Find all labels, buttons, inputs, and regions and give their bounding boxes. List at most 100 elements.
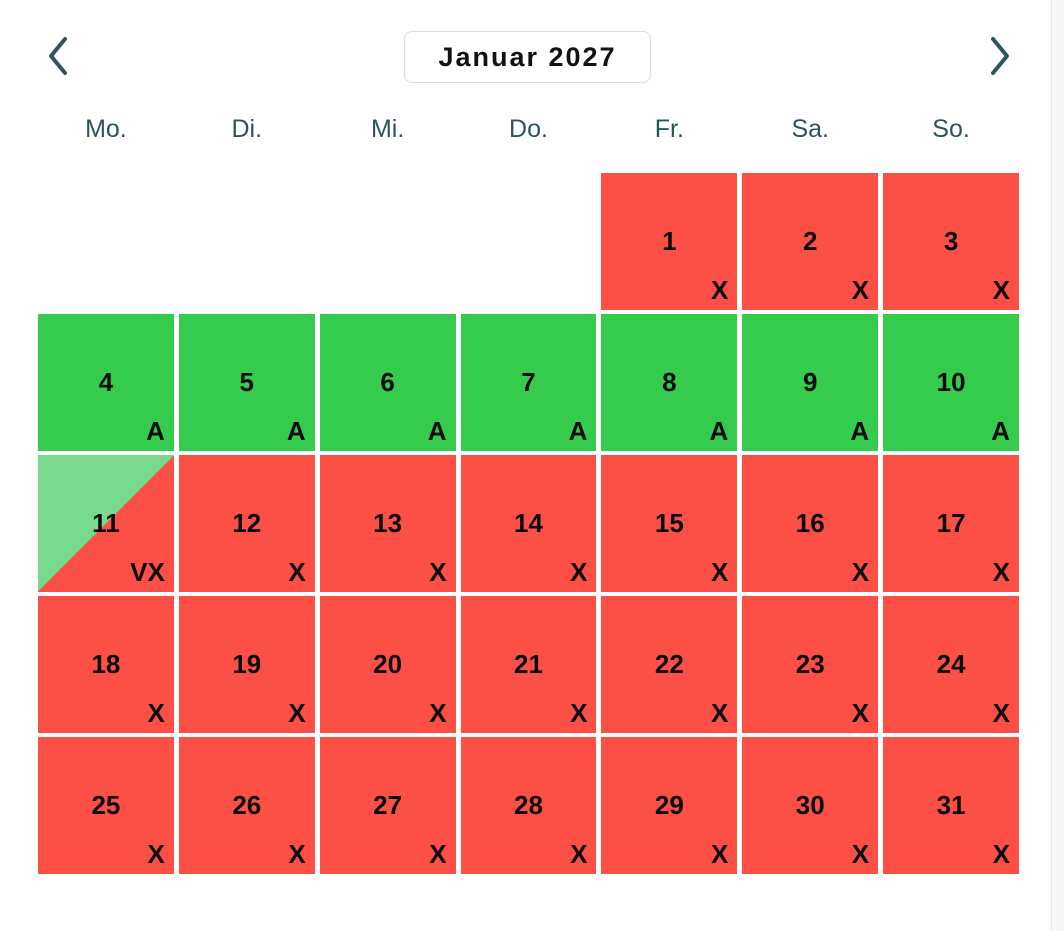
prev-month-button[interactable] — [36, 30, 80, 82]
day-number: 15 — [654, 508, 684, 538]
day-number: 14 — [514, 508, 543, 538]
day-cell-28[interactable]: 28 X — [460, 737, 597, 874]
day-number: 5 — [239, 367, 254, 397]
day-code: X — [992, 275, 1010, 305]
day-cell-15[interactable]: 15 X — [601, 455, 738, 592]
day-cell-29[interactable]: 29 X — [601, 737, 738, 874]
day-number: 11 — [92, 508, 120, 538]
chevron-right-icon — [991, 37, 1009, 75]
weekday-label-sa: Sa. — [791, 115, 829, 143]
weekday-label-mi: Mi. — [370, 115, 405, 143]
day-cell-12[interactable]: 12 X — [178, 455, 315, 592]
day-cell-13[interactable]: 13 X — [319, 455, 456, 592]
day-code: A — [146, 416, 165, 446]
day-code: X — [851, 557, 870, 587]
month-title: Januar 2027 — [438, 41, 617, 72]
day-code: X — [992, 557, 1010, 587]
day-cell-22[interactable]: 22 X — [601, 596, 738, 733]
day-number: 9 — [802, 367, 818, 397]
day-code: X — [710, 698, 729, 728]
day-number: 29 — [654, 790, 684, 820]
day-code: A — [568, 416, 588, 446]
day-code: X — [147, 839, 165, 869]
day-number: 7 — [521, 367, 536, 397]
day-number: 27 — [373, 790, 403, 820]
day-cell-17[interactable]: 17 X — [883, 455, 1019, 592]
day-code: X — [570, 557, 588, 587]
weekday-label-mo: Mo. — [85, 115, 127, 143]
day-number: 24 — [936, 649, 966, 679]
day-code: X — [710, 839, 729, 869]
day-cell-18[interactable]: 18 X — [38, 596, 174, 733]
chevron-left-icon — [49, 37, 67, 75]
day-cell-20[interactable]: 20 X — [319, 596, 456, 733]
day-number: 6 — [380, 367, 395, 397]
day-code: X — [851, 839, 870, 869]
weekday-header-row: Mo. Di. Mi. Do. Fr. Sa. So. — [38, 112, 1019, 146]
day-code: X — [429, 557, 447, 587]
day-number: 26 — [232, 790, 262, 820]
day-code: A — [709, 416, 729, 446]
day-cell-14[interactable]: 14 X — [460, 455, 597, 592]
day-code: VX — [130, 557, 165, 587]
day-code: A — [850, 416, 870, 446]
day-number: 8 — [662, 367, 677, 397]
day-cell-25[interactable]: 25 X — [38, 737, 174, 874]
day-number: 30 — [795, 790, 825, 820]
day-code: X — [288, 839, 306, 869]
day-number: 20 — [373, 649, 403, 679]
next-month-button[interactable] — [978, 30, 1022, 82]
day-number: 3 — [943, 226, 959, 256]
day-number: 10 — [936, 367, 966, 397]
day-cell-23[interactable]: 23 X — [742, 596, 879, 733]
day-number: 31 — [936, 790, 966, 820]
day-code: X — [288, 557, 306, 587]
day-cell-26[interactable]: 26 X — [178, 737, 315, 874]
day-code: X — [992, 698, 1010, 728]
day-code: X — [570, 698, 588, 728]
weekday-label-fr: Fr. — [654, 115, 684, 143]
day-number: 12 — [232, 508, 262, 538]
day-cell-31[interactable]: 31 X — [883, 737, 1019, 874]
day-cell-11[interactable]: 11 VX — [38, 455, 174, 592]
day-code: A — [991, 416, 1010, 446]
weekday-label-di: Di. — [231, 115, 263, 143]
month-title-box[interactable]: Januar 2027 — [404, 31, 651, 83]
day-number: 2 — [802, 226, 818, 256]
day-code: A — [286, 416, 306, 446]
calendar-grid: 1 X 2 X 3 X 4 A 5 A 6 A 7 A 8 A 9 A 10 A 11 VX 12 X 13 X 14 X 15 X 16 X… — [38, 173, 1019, 874]
day-code: X — [288, 698, 306, 728]
day-cell-24[interactable]: 24 X — [883, 596, 1019, 733]
day-number: 21 — [514, 649, 543, 679]
day-cell-21[interactable]: 21 X — [460, 596, 597, 733]
scrollbar[interactable] — [1051, 0, 1064, 931]
day-number: 22 — [654, 649, 684, 679]
day-number: 18 — [91, 649, 121, 679]
day-number: 17 — [936, 508, 966, 538]
weekday-label-so: So. — [932, 115, 970, 143]
day-cell-30[interactable]: 30 X — [742, 737, 879, 874]
weekday-label-do: Do. — [509, 115, 548, 143]
day-cell-10[interactable]: 10 A — [883, 314, 1019, 451]
day-code: X — [570, 839, 588, 869]
day-code: A — [427, 416, 447, 446]
day-cell-16[interactable]: 16 X — [742, 455, 879, 592]
day-code: X — [992, 839, 1010, 869]
day-code: X — [851, 698, 870, 728]
day-number: 1 — [662, 226, 677, 256]
day-code: X — [851, 275, 870, 305]
day-cell-27[interactable]: 27 X — [319, 737, 456, 874]
day-code: X — [710, 275, 729, 305]
day-number: 28 — [514, 790, 543, 820]
day-cell-19[interactable]: 19 X — [178, 596, 315, 733]
day-number: 16 — [795, 508, 825, 538]
